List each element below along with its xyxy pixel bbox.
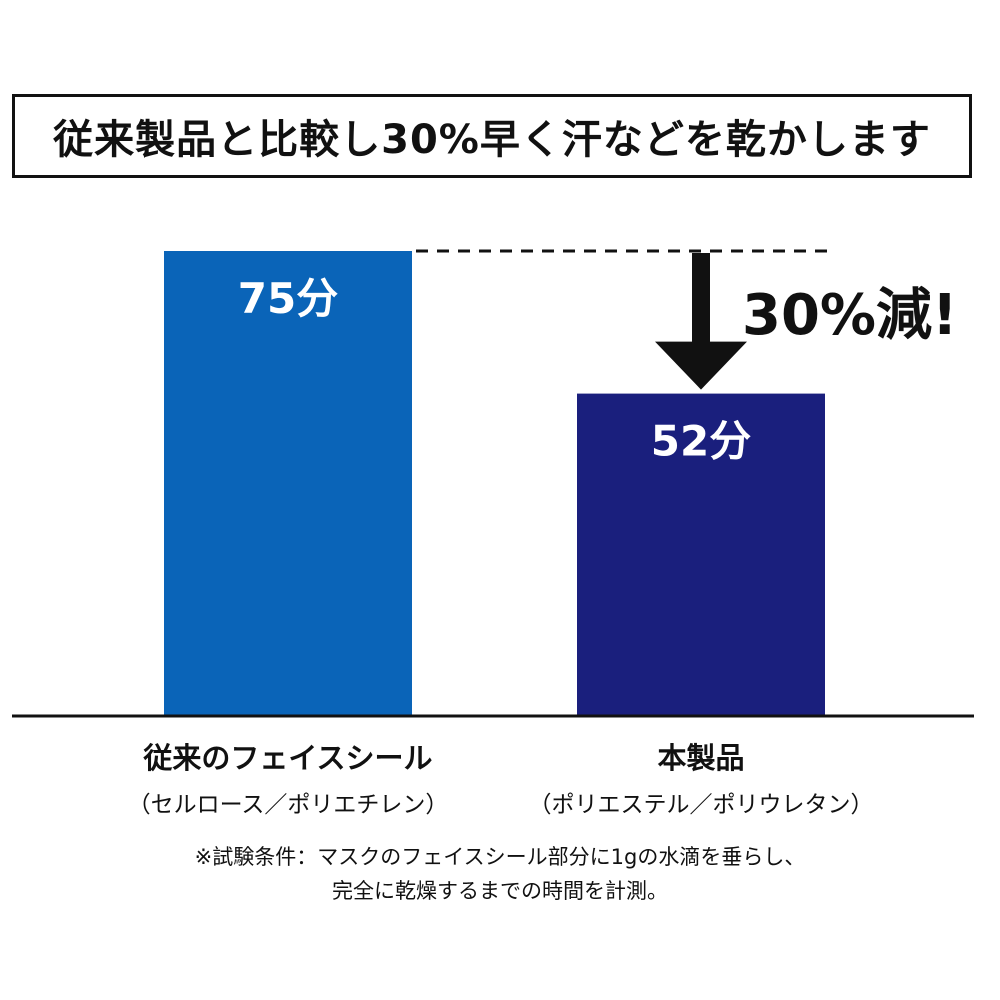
- category-subtitle-1: （ポリエステル／ポリウレタン）: [528, 792, 874, 818]
- category-block-1: 本製品 （ポリエステル／ポリウレタン）: [501, 735, 901, 819]
- title-box: 従来製品と比較し30%早く汗などを乾かします: [12, 94, 972, 178]
- reduction-arrow: [655, 253, 747, 390]
- category-block-0: 従来のフェイスシール （セルロース／ポリエチレン）: [88, 735, 488, 819]
- bar-value-label-0: 75分: [238, 274, 338, 323]
- category-label-1: 本製品: [657, 741, 745, 775]
- bar-1: [577, 393, 825, 716]
- note-line-0: ※試験条件：マスクのフェイスシール部分に1gの水滴を垂らし、: [194, 845, 806, 869]
- chart-title: 従来製品と比較し30%早く汗などを乾かします: [53, 117, 931, 163]
- category-label-0: 従来のフェイスシール: [143, 741, 433, 775]
- test-conditions-note: ※試験条件：マスクのフェイスシール部分に1gの水滴を垂らし、 完全に乾燥するまで…: [0, 840, 1000, 908]
- note-line-1: 完全に乾燥するまでの時間を計測。: [332, 879, 668, 903]
- category-subtitle-0: （セルロース／ポリエチレン）: [127, 792, 449, 818]
- bar-value-label-1: 52分: [651, 417, 751, 466]
- reduction-annotation: 30%減!: [742, 283, 958, 348]
- bar-0: [164, 251, 412, 716]
